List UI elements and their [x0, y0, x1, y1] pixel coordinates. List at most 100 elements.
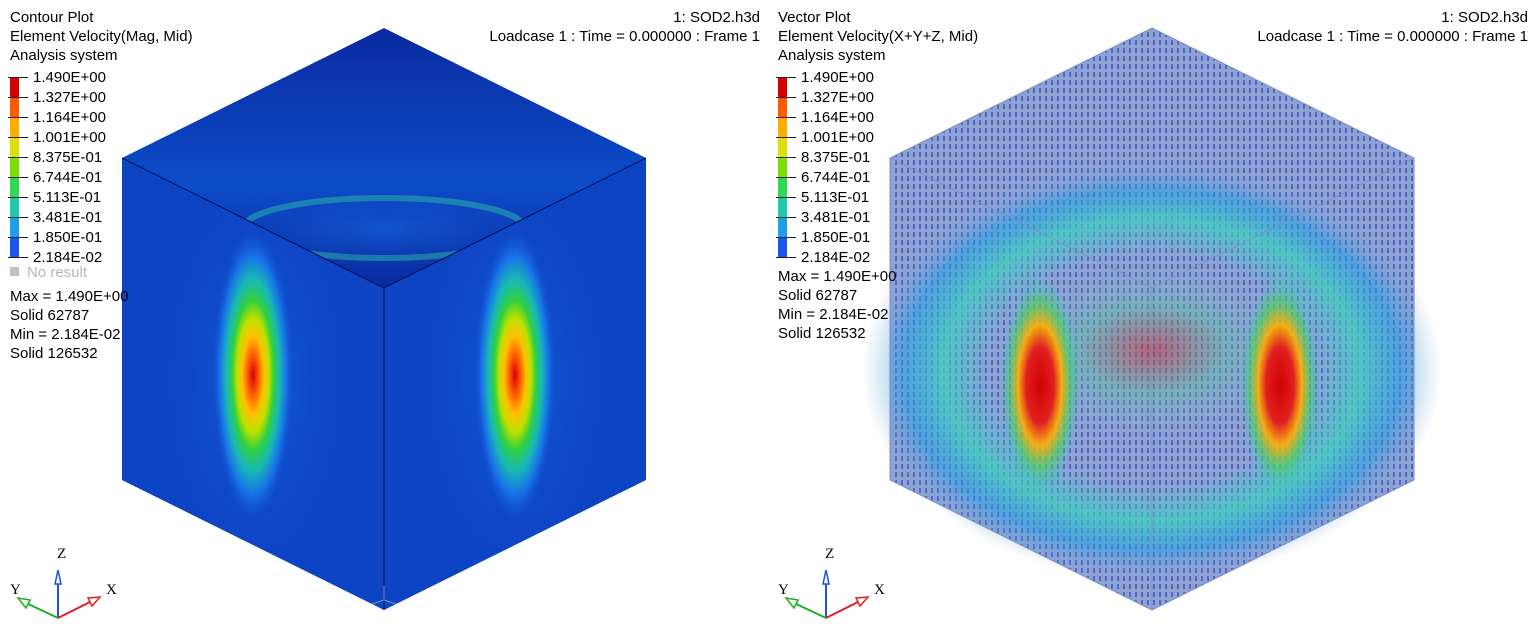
loadcase-label: Loadcase 1 : Time = 0.000000 : Frame 1: [1257, 28, 1528, 45]
model-file-label: 1: SOD2.h3d: [673, 9, 760, 26]
legend-tick: [8, 197, 28, 198]
triad-z-label: Z: [825, 546, 834, 562]
min-max-info: Max = 1.490E+00 Solid 62787 Min = 2.184E…: [10, 287, 128, 363]
legend-value-label: 1.850E-01: [801, 229, 871, 246]
coordinate-system-label: Analysis system: [778, 47, 886, 64]
legend-tick: [776, 157, 796, 158]
legend-tick: [8, 177, 28, 178]
vector-left-hotspot: [1000, 275, 1080, 495]
no-result-label: No result: [27, 264, 88, 281]
legend-value-label: 1.490E+00: [33, 69, 106, 86]
plot-type-label: Contour Plot: [10, 9, 94, 26]
legend-color-swatch: [778, 238, 787, 258]
legend-color-swatch: [778, 118, 787, 138]
legend-color-swatch: [10, 178, 19, 198]
cube-edges: [121, 157, 647, 610]
result-type-label: Element Velocity(X+Y+Z, Mid): [778, 28, 979, 45]
legend-tick: [8, 157, 28, 158]
legend-value-label: 2.184E-02: [33, 249, 103, 266]
vector-right-hotspot: [1240, 275, 1320, 495]
left-face-hotspot: [211, 225, 295, 525]
model-file-label: 1: SOD2.h3d: [1441, 9, 1528, 26]
triad-x-label: X: [874, 582, 885, 598]
legend-tick: [776, 97, 796, 98]
axis-triad: Z X Y: [778, 546, 885, 619]
max-value-label: Max = 1.490E+00: [10, 288, 129, 305]
legend-value-label: 1.850E-01: [33, 229, 103, 246]
axis-triad: Z X Y: [10, 546, 117, 619]
no-result-swatch: [10, 267, 19, 276]
vector-cube-edges: [889, 157, 1415, 610]
contour-plot-viewport[interactable]: [0, 0, 768, 640]
legend-color-swatch: [10, 218, 19, 238]
legend-value-label: 1.164E+00: [33, 109, 106, 126]
legend-color-swatch: [10, 98, 19, 118]
model-info: 1: SOD2.h3d Loadcase 1 : Time = 0.000000…: [1257, 8, 1528, 46]
legend-color-swatch: [778, 98, 787, 118]
legend-color-swatch: [778, 218, 787, 238]
legend-color-swatch: [10, 238, 19, 258]
plot-type-label: Vector Plot: [778, 9, 851, 26]
legend-color-swatch: [778, 178, 787, 198]
legend-value-label: 2.184E-02: [801, 249, 871, 266]
legend-value-label: 1.327E+00: [801, 89, 874, 106]
legend-value-label: 5.113E-01: [33, 189, 102, 206]
plot-header: Contour Plot Element Velocity(Mag, Mid) …: [10, 8, 193, 65]
legend-color-swatch: [778, 78, 787, 98]
legend-tick: [776, 177, 796, 178]
legend-value-label: 8.375E-01: [801, 149, 871, 166]
plot-header: Vector Plot Element Velocity(X+Y+Z, Mid)…: [778, 8, 978, 65]
legend-value-label: 1.001E+00: [33, 129, 106, 146]
max-entity-label: Solid 62787: [10, 307, 90, 324]
triad-z-label: Z: [57, 546, 66, 562]
legend-color-swatch: [10, 158, 19, 178]
legend-value-label: 1.001E+00: [801, 129, 874, 146]
legend-tick: [8, 237, 28, 238]
legend-value-label: 3.481E-01: [33, 209, 103, 226]
legend-color-swatch: [10, 138, 19, 158]
loadcase-label: Loadcase 1 : Time = 0.000000 : Frame 1: [489, 28, 760, 45]
coordinate-system-label: Analysis system: [10, 47, 118, 64]
min-entity-label: Solid 126532: [778, 325, 866, 342]
legend-tick: [8, 117, 28, 118]
legend-value-label: 1.327E+00: [33, 89, 106, 106]
result-type-label: Element Velocity(Mag, Mid): [10, 28, 193, 45]
legend-value-label: 6.744E-01: [801, 169, 871, 186]
min-value-label: Min = 2.184E-02: [10, 326, 121, 343]
right-face-hotspot: [473, 225, 557, 525]
no-result-legend-entry: No result: [10, 264, 87, 281]
legend-color-swatch: [10, 198, 19, 218]
model-info: 1: SOD2.h3d Loadcase 1 : Time = 0.000000…: [489, 8, 760, 46]
legend-color-swatch: [10, 118, 19, 138]
legend-value-label: 3.481E-01: [801, 209, 871, 226]
legend-tick: [776, 237, 796, 238]
triad-y-label: Y: [778, 582, 789, 598]
vector-plot-viewport[interactable]: [768, 0, 1536, 640]
max-entity-label: Solid 62787: [778, 287, 858, 304]
legend-value-label: 6.744E-01: [33, 169, 103, 186]
min-value-label: Min = 2.184E-02: [778, 306, 889, 323]
legend-tick: [8, 257, 28, 258]
center-triad: [371, 586, 397, 605]
legend-tick: [776, 217, 796, 218]
legend-tick: [776, 257, 796, 258]
legend-tick: [8, 217, 28, 218]
contour-plot-panel[interactable]: Contour Plot Element Velocity(Mag, Mid) …: [0, 0, 768, 640]
legend-tick: [8, 137, 28, 138]
legend-color-swatch: [10, 78, 19, 98]
legend-tick: [776, 77, 796, 78]
vector-plot-panel[interactable]: Vector Plot Element Velocity(X+Y+Z, Mid)…: [768, 0, 1536, 640]
legend-value-label: 8.375E-01: [33, 149, 103, 166]
max-value-label: Max = 1.490E+00: [778, 268, 897, 285]
legend-tick: [776, 197, 796, 198]
legend-color-swatch: [778, 158, 787, 178]
legend-value-label: 5.113E-01: [801, 189, 870, 206]
legend-tick: [8, 97, 28, 98]
legend-tick: [776, 137, 796, 138]
legend-tick: [8, 77, 28, 78]
legend-color-swatch: [778, 138, 787, 158]
triad-y-label: Y: [10, 582, 21, 598]
legend-color-swatch: [778, 198, 787, 218]
legend-tick: [776, 117, 796, 118]
min-entity-label: Solid 126532: [10, 345, 98, 362]
